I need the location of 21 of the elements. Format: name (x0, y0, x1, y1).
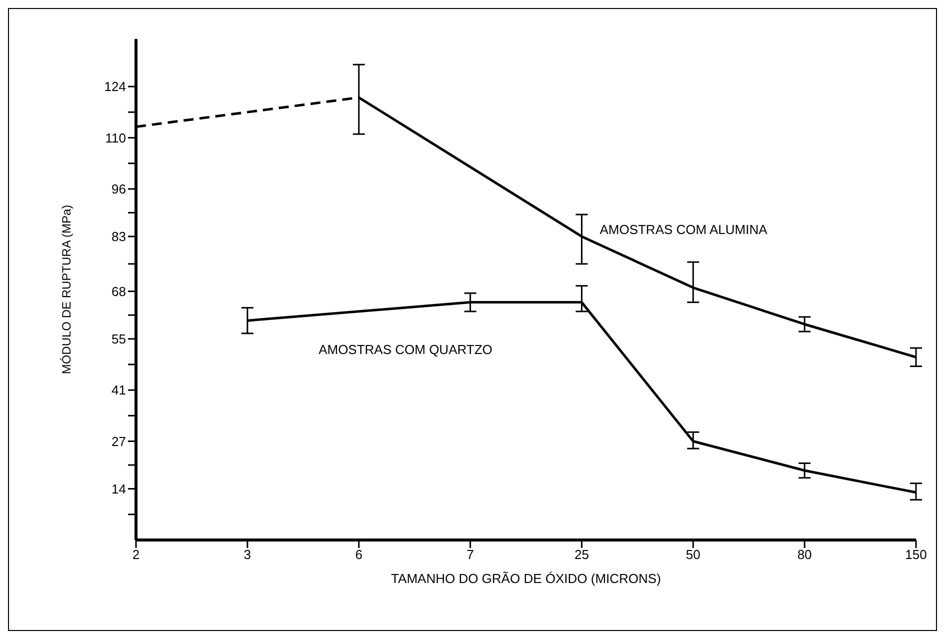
x-tick-label: 7 (466, 547, 474, 562)
y-tick-label: 14 (112, 481, 126, 496)
x-tick-label: 25 (574, 547, 589, 562)
y-tick-label: 96 (112, 182, 126, 197)
y-tick-label: 55 (112, 331, 126, 346)
y-tick-label: 68 (112, 284, 126, 299)
y-axis-title: MÓDULO DE RUPTURA (MPa) (59, 204, 74, 374)
x-tick-label: 80 (797, 547, 812, 562)
x-axis-title: TAMANHO DO GRÃO DE ÓXIDO (MICRONS) (391, 571, 661, 586)
y-tick-label: 41 (112, 382, 126, 398)
x-tick-label: 150 (905, 547, 927, 562)
y-tick-label: 27 (112, 434, 126, 449)
x-tick-label: 3 (244, 547, 252, 562)
x-tick-label: 6 (355, 547, 362, 562)
y-tick-label: 124 (104, 79, 126, 94)
series-label: AMOSTRAS COM ALUMINA (600, 222, 768, 238)
text: AMOSTRAS COM QUARTZO (318, 342, 492, 357)
x-tick-label: 2 (132, 547, 140, 562)
x-tick-label: 50 (686, 547, 700, 562)
y-tick-label: 110 (105, 130, 126, 146)
y-tick-label: 83 (112, 229, 126, 244)
